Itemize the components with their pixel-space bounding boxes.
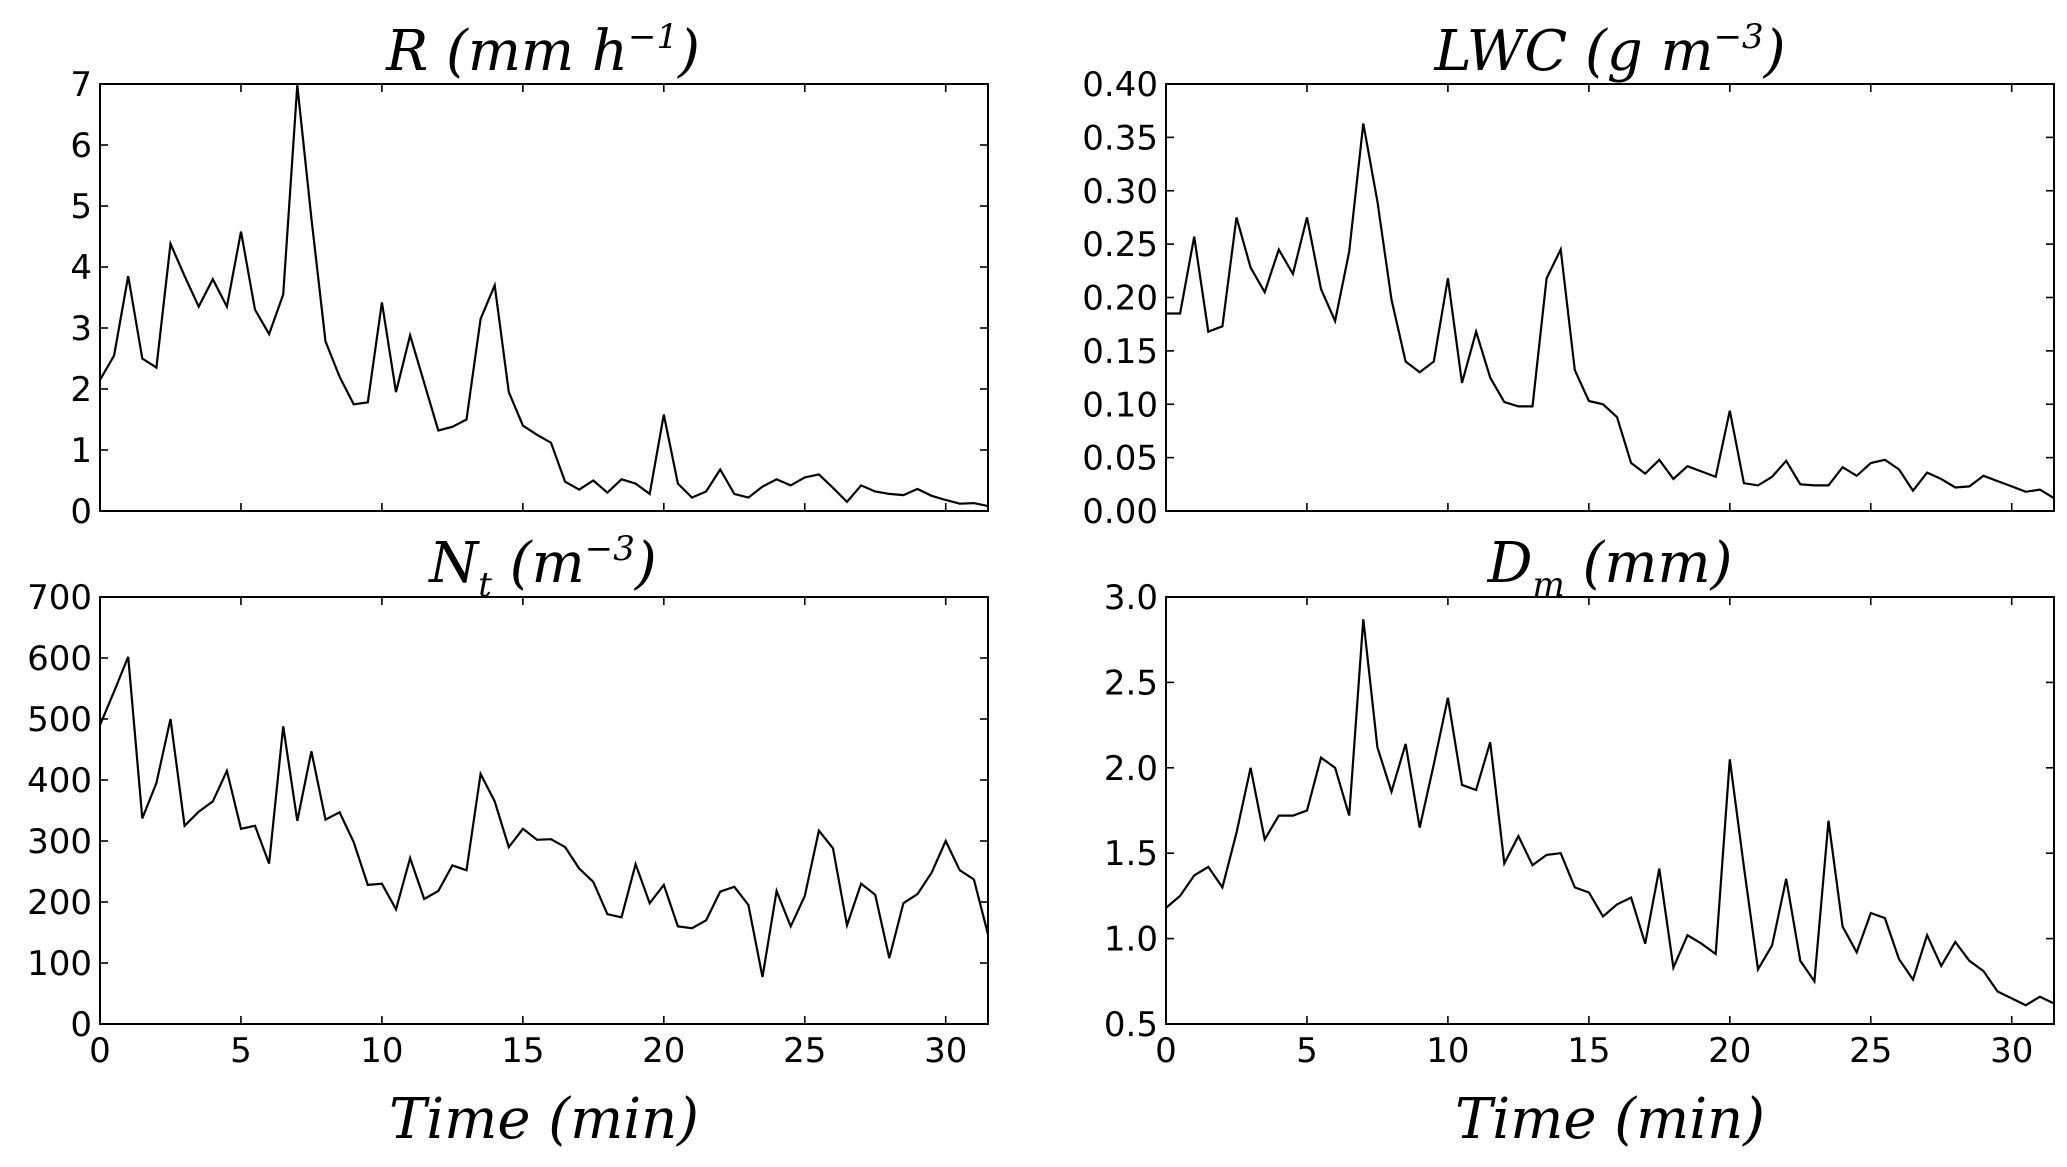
x-tick-label: 0 xyxy=(89,1031,111,1071)
x-tick-label: 30 xyxy=(1990,1031,2033,1071)
y-tick-label: 5 xyxy=(70,187,92,227)
panel-liquid-water-content: LWC (g m−3) 0.00 0.05 0.10 0.15 0.20 0.25 0.30… xyxy=(1082,17,2055,532)
y-tick-label: 0.35 xyxy=(1082,118,1158,158)
y-tick-label: 0.40 xyxy=(1082,65,1158,105)
x-tick-label: 10 xyxy=(360,1031,403,1071)
y-tick-label: 2.5 xyxy=(1104,663,1158,703)
y-tick-label: 0.10 xyxy=(1082,385,1158,425)
y-tick-label: 6 xyxy=(70,126,92,166)
y-tick-label: 3 xyxy=(70,309,92,349)
y-tick-label: 1.5 xyxy=(1104,834,1158,874)
panel-rain-rate: R (mm h−1) 0 1 2 3 4 5 6 7 xyxy=(70,17,989,532)
plot-frame xyxy=(99,596,989,1025)
y-tick-label: 600 xyxy=(27,639,92,679)
y-tick-label: 200 xyxy=(27,883,92,923)
y-tick-label: 500 xyxy=(27,700,92,740)
y-tick-label: 3.0 xyxy=(1104,578,1158,618)
y-tick-label: 0.25 xyxy=(1082,225,1158,265)
y-tick-label: 0.5 xyxy=(1104,1005,1158,1045)
panel-title: Dm (mm) xyxy=(1487,531,1733,605)
x-tick-label: 5 xyxy=(230,1031,252,1071)
series-line-dm xyxy=(1165,619,2055,1007)
panel-title: LWC (g m−3) xyxy=(1433,17,1785,84)
panel-mass-weighted-diameter: Dm (mm) 0.5 1.0 1.5 2.0 2.5 3.0 0 5 10 15 20 25 30 Ti… xyxy=(1104,531,2055,1152)
plot-frame xyxy=(1165,83,2055,512)
series-line-r xyxy=(99,85,989,508)
panel-number-concentration: Nt (m−3) 0 100 200 300 400 500 600 700 0 5 10 15 20 2… xyxy=(27,529,990,1152)
y-tick-label: 0 xyxy=(70,492,92,532)
x-axis-label: Time (min) xyxy=(389,1087,699,1152)
y-tick-label: 2.0 xyxy=(1104,749,1158,789)
y-tick-label: 2 xyxy=(70,370,92,410)
series-line-lwc xyxy=(1166,123,2055,500)
x-tick-label: 15 xyxy=(501,1031,544,1071)
x-tick-label: 10 xyxy=(1426,1031,1469,1071)
y-tick-label: 300 xyxy=(27,822,92,862)
panel-title: Nt (m−3) xyxy=(427,529,656,605)
x-tick-label: 5 xyxy=(1296,1031,1318,1071)
y-tick-label: 100 xyxy=(27,944,92,984)
x-tick-label: 0 xyxy=(1155,1031,1177,1071)
x-tick-label: 20 xyxy=(1708,1031,1751,1071)
y-tick-label: 1.0 xyxy=(1104,920,1158,960)
y-tick-label: 1 xyxy=(70,431,92,471)
series-line-nt xyxy=(98,656,990,978)
y-tick-label: 4 xyxy=(70,248,92,288)
x-tick-label: 25 xyxy=(1849,1031,1892,1071)
plot-frame xyxy=(99,83,989,512)
plot-frame xyxy=(1165,596,2055,1025)
x-axis-label: Time (min) xyxy=(1455,1087,1765,1152)
x-tick-label: 15 xyxy=(1567,1031,1610,1071)
y-tick-label: 0.20 xyxy=(1082,279,1158,319)
x-tick-label: 30 xyxy=(924,1031,967,1071)
x-tick-label: 25 xyxy=(783,1031,826,1071)
y-tick-label: 0 xyxy=(70,1005,92,1045)
y-tick-label: 700 xyxy=(27,578,92,618)
y-tick-label: 0.00 xyxy=(1082,492,1158,532)
panel-title: R (mm h−1) xyxy=(385,17,700,84)
y-tick-label: 400 xyxy=(27,761,92,801)
y-tick-label: 7 xyxy=(70,65,92,105)
y-tick-label: 0.30 xyxy=(1082,172,1158,212)
x-tick-label: 20 xyxy=(642,1031,685,1071)
y-tick-label: 0.05 xyxy=(1082,439,1158,479)
y-tick-label: 0.15 xyxy=(1082,332,1158,372)
